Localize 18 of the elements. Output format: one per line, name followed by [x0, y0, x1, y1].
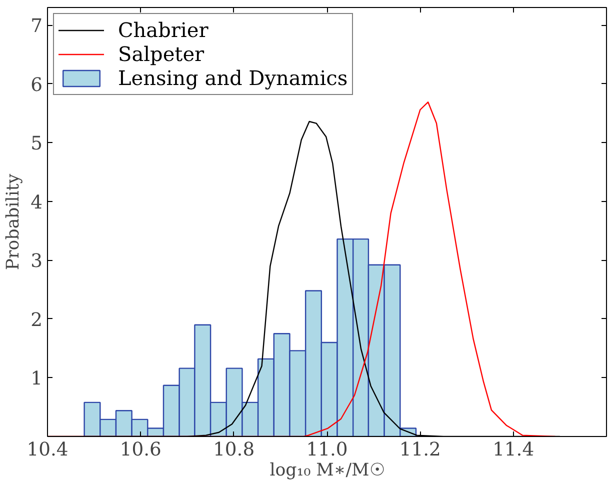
- y-tick-label: 4: [30, 192, 43, 214]
- y-tick-label: 7: [30, 16, 43, 38]
- x-axis-title: log₁₀ M∗/M☉: [270, 460, 384, 480]
- x-tick-label: 11.2: [399, 440, 441, 460]
- y-tick-label: 3: [30, 251, 43, 272]
- x-tick-label: 10.6: [120, 440, 162, 460]
- y-tick-label: 2: [30, 310, 43, 331]
- y-tick-label: 5: [30, 134, 43, 155]
- legend-label: Chabrier: [118, 18, 208, 42]
- y-tick-label: 1: [30, 368, 43, 390]
- x-tick-label: 10.4: [26, 440, 68, 460]
- x-tick-label: 11.4: [492, 440, 534, 460]
- legend-label: Lensing and Dynamics: [118, 66, 348, 90]
- x-tick-label: 10.8: [213, 440, 255, 460]
- x-tick-label: 11.0: [306, 440, 348, 460]
- y-tick-label: 6: [30, 74, 43, 96]
- legend-label: Salpeter: [118, 42, 204, 66]
- y-axis-title: Probability: [4, 174, 24, 270]
